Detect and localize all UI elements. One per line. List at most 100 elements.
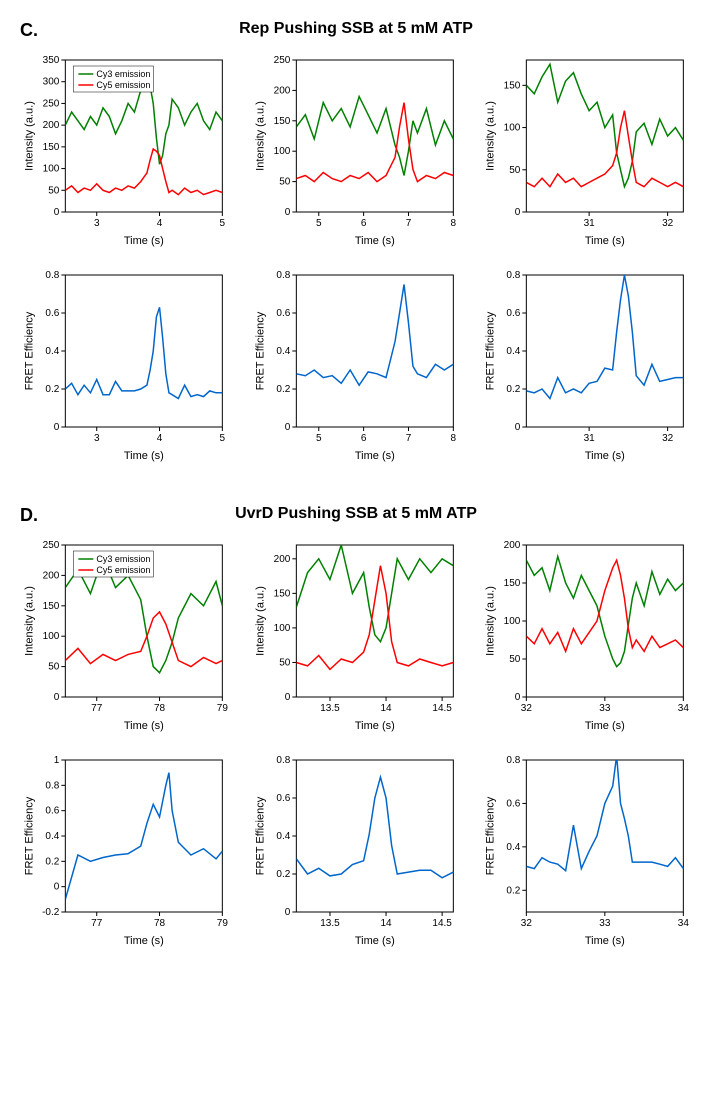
svg-text:0.4: 0.4 — [276, 346, 290, 357]
svg-text:50: 50 — [510, 654, 522, 665]
svg-text:50: 50 — [279, 177, 291, 188]
svg-text:0.8: 0.8 — [276, 270, 290, 281]
svg-text:0.4: 0.4 — [507, 842, 521, 853]
svg-text:200: 200 — [273, 554, 290, 565]
section-c-grid: 345050100150200250300350Time (s)Intensit… — [20, 20, 692, 465]
svg-text:0: 0 — [515, 692, 521, 703]
svg-text:Time (s): Time (s) — [355, 450, 395, 462]
svg-text:Time (s): Time (s) — [124, 450, 164, 462]
svg-text:3: 3 — [94, 218, 100, 229]
svg-text:Intensity (a.u.): Intensity (a.u.) — [23, 586, 35, 656]
svg-text:100: 100 — [504, 123, 521, 134]
svg-text:3: 3 — [94, 433, 100, 444]
svg-text:50: 50 — [279, 657, 291, 668]
svg-text:0: 0 — [284, 692, 290, 703]
intensity-chart: 323334050100150200Time (s)Intensity (a.u… — [481, 535, 692, 735]
fret-chart: 313200.20.40.60.8Time (s)FRET Efficiency — [481, 265, 692, 465]
svg-text:31: 31 — [584, 218, 596, 229]
svg-text:0.4: 0.4 — [276, 831, 290, 842]
svg-text:200: 200 — [43, 570, 60, 581]
svg-text:78: 78 — [154, 918, 166, 929]
section-d-grid: 777879050100150200250Time (s)Intensity (… — [20, 505, 692, 950]
svg-text:FRET Efficiency: FRET Efficiency — [254, 796, 266, 875]
svg-text:Intensity (a.u.): Intensity (a.u.) — [254, 101, 266, 171]
svg-text:31: 31 — [584, 433, 596, 444]
intensity-chart: 13.51414.5050100150200Time (s)Intensity … — [251, 535, 462, 735]
intensity-chart: 345050100150200250300350Time (s)Intensit… — [20, 50, 231, 250]
svg-text:100: 100 — [273, 146, 290, 157]
fret-chart: 34500.20.40.60.8Time (s)FRET Efficiency — [20, 265, 231, 465]
svg-text:0.8: 0.8 — [45, 780, 59, 791]
svg-text:50: 50 — [48, 185, 60, 196]
svg-text:0.4: 0.4 — [45, 346, 59, 357]
svg-text:13.5: 13.5 — [320, 703, 340, 714]
svg-text:300: 300 — [43, 77, 60, 88]
fret-chart: 567800.20.40.60.8Time (s)FRET Efficiency — [251, 265, 462, 465]
svg-text:0.2: 0.2 — [507, 885, 521, 896]
svg-text:1: 1 — [54, 755, 60, 766]
svg-text:8: 8 — [450, 218, 456, 229]
svg-text:14: 14 — [380, 703, 392, 714]
svg-text:200: 200 — [273, 85, 290, 96]
svg-text:Time (s): Time (s) — [355, 720, 395, 732]
svg-text:Intensity (a.u.): Intensity (a.u.) — [23, 101, 35, 171]
svg-text:0.6: 0.6 — [276, 308, 290, 319]
intensity-chart: 5678050100150200250Time (s)Intensity (a.… — [251, 50, 462, 250]
svg-text:32: 32 — [521, 703, 533, 714]
svg-text:7: 7 — [405, 218, 411, 229]
svg-text:0: 0 — [54, 692, 60, 703]
svg-text:0.6: 0.6 — [507, 308, 521, 319]
svg-text:FRET Efficiency: FRET Efficiency — [254, 311, 266, 390]
section-c: C. Rep Pushing SSB at 5 mM ATP 345050100… — [20, 20, 692, 465]
svg-text:33: 33 — [600, 703, 612, 714]
svg-text:79: 79 — [217, 703, 229, 714]
svg-text:-0.2: -0.2 — [42, 907, 60, 918]
svg-text:0: 0 — [284, 907, 290, 918]
fret-chart: 777879-0.200.20.40.60.81Time (s)FRET Eff… — [20, 750, 231, 950]
svg-text:32: 32 — [662, 218, 674, 229]
svg-text:0.6: 0.6 — [45, 806, 59, 817]
svg-text:50: 50 — [510, 165, 522, 176]
svg-text:Time (s): Time (s) — [585, 720, 625, 732]
svg-text:FRET Efficiency: FRET Efficiency — [23, 796, 35, 875]
svg-text:0.8: 0.8 — [276, 755, 290, 766]
svg-text:0: 0 — [515, 207, 521, 218]
svg-text:78: 78 — [154, 703, 166, 714]
svg-text:32: 32 — [662, 433, 674, 444]
svg-text:0: 0 — [54, 422, 60, 433]
svg-text:79: 79 — [217, 918, 229, 929]
section-c-title: Rep Pushing SSB at 5 mM ATP — [20, 20, 692, 38]
svg-text:13.5: 13.5 — [320, 918, 340, 929]
svg-text:6: 6 — [360, 433, 366, 444]
svg-text:200: 200 — [43, 120, 60, 131]
svg-text:Time (s): Time (s) — [124, 235, 164, 247]
section-d-title: UvrD Pushing SSB at 5 mM ATP — [20, 505, 692, 523]
svg-text:0.8: 0.8 — [507, 270, 521, 281]
svg-text:FRET Efficiency: FRET Efficiency — [23, 311, 35, 390]
svg-text:0.2: 0.2 — [45, 856, 59, 867]
svg-text:0.8: 0.8 — [507, 755, 521, 766]
svg-text:0.4: 0.4 — [507, 346, 521, 357]
svg-text:7: 7 — [405, 433, 411, 444]
svg-text:0.6: 0.6 — [45, 308, 59, 319]
svg-text:100: 100 — [273, 623, 290, 634]
svg-text:33: 33 — [600, 918, 612, 929]
svg-text:14.5: 14.5 — [432, 703, 452, 714]
svg-text:0.2: 0.2 — [276, 384, 290, 395]
svg-text:Time (s): Time (s) — [355, 935, 395, 947]
svg-text:FRET Efficiency: FRET Efficiency — [485, 311, 497, 390]
svg-text:4: 4 — [157, 218, 163, 229]
svg-text:Time (s): Time (s) — [124, 935, 164, 947]
svg-text:0.6: 0.6 — [276, 793, 290, 804]
svg-text:0: 0 — [54, 882, 60, 893]
svg-text:0: 0 — [515, 422, 521, 433]
svg-text:Cy5 emission: Cy5 emission — [96, 80, 150, 90]
svg-text:5: 5 — [220, 218, 226, 229]
intensity-chart: 3132050100150Time (s)Intensity (a.u.) — [481, 50, 692, 250]
intensity-chart: 777879050100150200250Time (s)Intensity (… — [20, 535, 231, 735]
svg-text:150: 150 — [43, 142, 60, 153]
svg-text:14: 14 — [380, 918, 392, 929]
svg-text:6: 6 — [360, 218, 366, 229]
svg-text:50: 50 — [48, 662, 60, 673]
svg-text:150: 150 — [273, 116, 290, 127]
